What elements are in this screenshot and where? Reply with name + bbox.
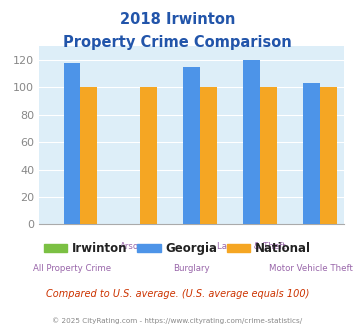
Text: 2018 Irwinton: 2018 Irwinton <box>120 12 235 26</box>
Text: © 2025 CityRating.com - https://www.cityrating.com/crime-statistics/: © 2025 CityRating.com - https://www.city… <box>53 317 302 324</box>
Bar <box>200 87 217 224</box>
Bar <box>80 87 97 224</box>
Text: Larceny & Theft: Larceny & Theft <box>217 242 286 251</box>
Bar <box>243 60 260 224</box>
Text: All Property Crime: All Property Crime <box>33 264 111 273</box>
Text: Property Crime Comparison: Property Crime Comparison <box>63 35 292 50</box>
Bar <box>320 87 337 224</box>
Text: Arson: Arson <box>120 242 144 251</box>
Bar <box>64 63 80 224</box>
Bar <box>140 87 157 224</box>
Text: Motor Vehicle Theft: Motor Vehicle Theft <box>269 264 353 273</box>
Bar <box>260 87 277 224</box>
Text: Compared to U.S. average. (U.S. average equals 100): Compared to U.S. average. (U.S. average … <box>46 289 309 299</box>
Bar <box>183 67 200 224</box>
Bar <box>303 83 320 224</box>
Legend: Irwinton, Georgia, National: Irwinton, Georgia, National <box>39 237 316 260</box>
Text: Burglary: Burglary <box>173 264 210 273</box>
